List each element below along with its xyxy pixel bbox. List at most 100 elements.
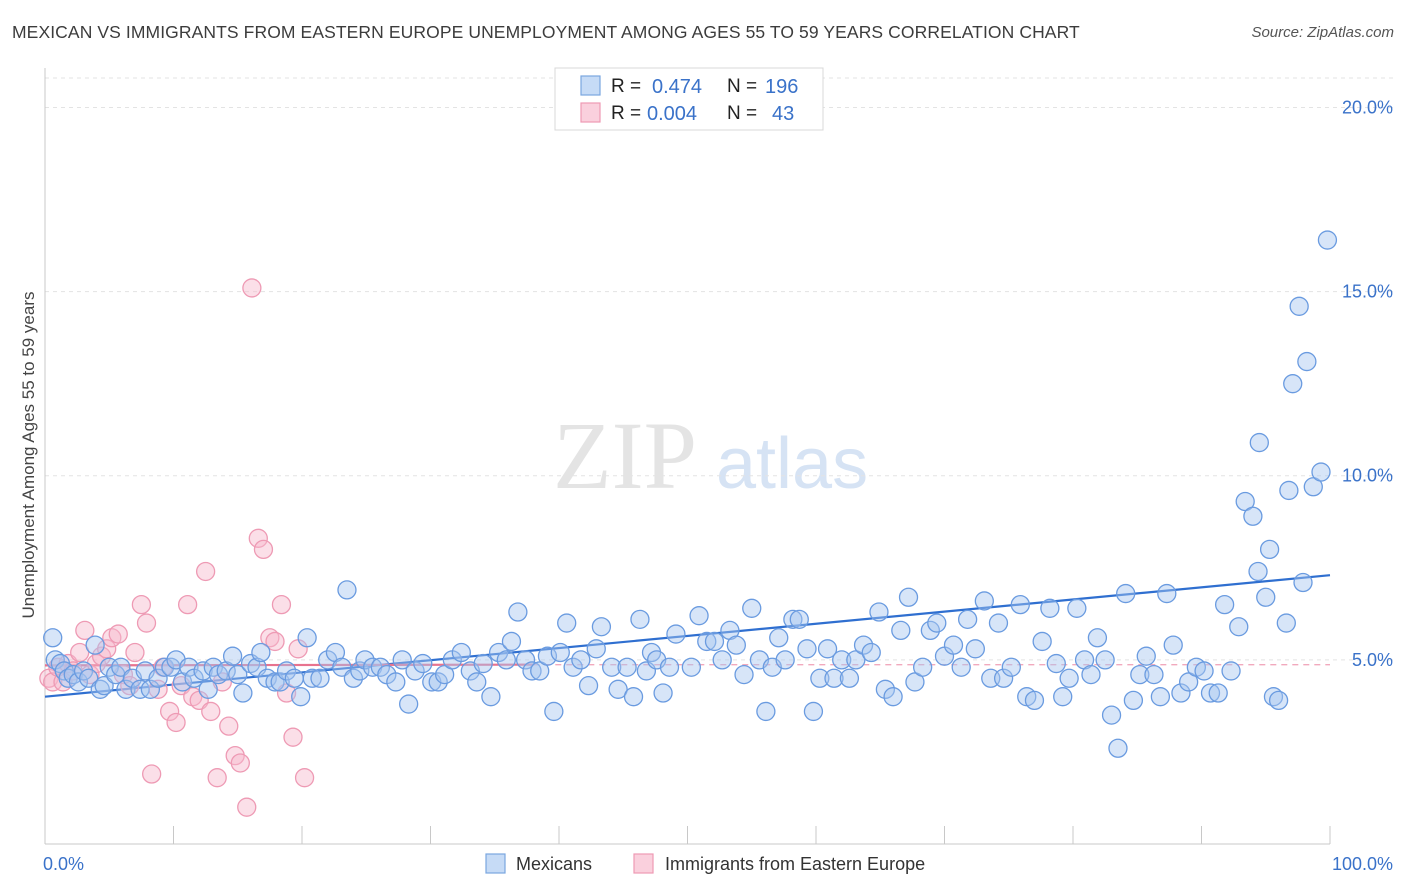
point-eastern-europe [131, 594, 152, 615]
point-mexicans [1293, 572, 1313, 593]
point-mexicans [1067, 598, 1087, 618]
point-eastern-europe [248, 528, 268, 548]
point-mexicans [1101, 705, 1122, 725]
point-mexicans [1221, 661, 1241, 681]
point-mexicans [1150, 687, 1171, 707]
x-tick-label: 0.0% [43, 854, 84, 874]
point-eastern-europe [237, 797, 257, 817]
y-axis-label: Unemployment Among Ages 55 to 59 years [19, 292, 38, 619]
point-mexicans [179, 657, 199, 677]
point-mexicans [297, 628, 317, 648]
point-mexicans [1136, 646, 1156, 666]
legend-swatch-eastern-europe [633, 853, 654, 874]
point-mexicans [1010, 594, 1030, 615]
point-mexicans [405, 661, 425, 681]
point-mexicans [591, 617, 612, 637]
point-mexicans [666, 624, 686, 644]
point-mexicans [58, 668, 78, 688]
point-mexicans [140, 679, 161, 699]
point-mexicans [488, 642, 509, 663]
point-eastern-europe [195, 561, 216, 582]
point-mexicans [832, 650, 852, 670]
point-mexicans [355, 650, 375, 670]
point-mexicans [1276, 613, 1296, 633]
point-mexicans [689, 606, 709, 626]
point-eastern-europe [271, 594, 292, 615]
point-eastern-europe [253, 539, 274, 560]
point-mexicans [1208, 683, 1228, 703]
point-mexicans [957, 609, 978, 630]
point-mexicans [586, 639, 606, 659]
point-mexicans [392, 650, 412, 670]
point-mexicans [817, 639, 838, 659]
point-mexicans [1229, 617, 1249, 637]
watermark-atlas: atlas [716, 424, 868, 504]
stats-n-value-2: 43 [772, 103, 794, 125]
point-mexicans [1243, 506, 1263, 526]
point-mexicans [563, 657, 583, 677]
y-tick-label: 15.0% [1342, 282, 1393, 302]
point-mexicans [965, 639, 985, 659]
point-mexicans [681, 657, 702, 677]
point-mexicans [839, 668, 860, 688]
point-mexicans [1248, 561, 1268, 582]
point-mexicans [1040, 598, 1060, 618]
point-mexicans [578, 675, 599, 696]
point-eastern-europe [142, 764, 162, 784]
point-mexicans [557, 613, 577, 633]
stats-box: R = 0.474 N = 196 R = 0.004 N = 43 [554, 67, 824, 131]
point-mexicans [869, 602, 889, 622]
point-mexicans [337, 580, 357, 600]
point-mexicans [712, 650, 732, 670]
point-mexicans [1163, 635, 1183, 655]
point-mexicans [1283, 374, 1303, 394]
point-mexicans [697, 631, 717, 652]
stats-r-value-1: 0.474 [652, 76, 702, 98]
point-mexicans [993, 668, 1014, 688]
point-mexicans [473, 653, 493, 674]
point-mexicans [451, 642, 471, 663]
point-mexicans [824, 668, 844, 688]
point-eastern-europe [136, 613, 157, 633]
point-mexicans [284, 668, 304, 688]
point-eastern-europe [159, 701, 180, 722]
point-mexicans [571, 650, 591, 670]
point-mexicans [508, 602, 528, 622]
point-mexicans [370, 657, 391, 677]
point-mexicans [1032, 631, 1052, 652]
point-mexicans [1116, 583, 1136, 604]
point-mexicans [1130, 664, 1150, 685]
point-mexicans [276, 661, 297, 681]
point-mexicans [810, 668, 830, 688]
point-mexicans [1171, 683, 1191, 703]
point-mexicans [1001, 657, 1021, 677]
point-mexicans [544, 701, 564, 722]
point-mexicans [630, 609, 650, 630]
point-mexicans [797, 639, 817, 659]
legend-swatch-mexicans [485, 853, 506, 874]
stats-r-label-2: R = [611, 103, 641, 124]
stats-n-label-1: N = [727, 76, 757, 97]
point-mexicans [148, 668, 168, 688]
point-mexicans [927, 613, 947, 633]
y-tick-labels: 5.0% 10.0% 15.0% 20.0% [1342, 97, 1393, 669]
point-mexicans [617, 657, 637, 677]
point-mexicans [1046, 653, 1066, 674]
point-mexicans [602, 657, 622, 677]
point-mexicans [515, 650, 536, 670]
point-mexicans [943, 635, 964, 655]
point-mexicans [659, 657, 680, 677]
point-mexicans [193, 661, 213, 681]
point-mexicans [883, 687, 903, 707]
point-mexicans [1024, 690, 1045, 711]
watermark-zip: ZIP [553, 402, 697, 509]
point-eastern-europe [207, 768, 227, 788]
point-mexicans [467, 672, 487, 692]
point-eastern-europe [97, 639, 117, 659]
point-mexicans [1297, 351, 1317, 372]
point-mexicans [1311, 462, 1331, 482]
point-mexicans [68, 672, 89, 692]
point-mexicans [898, 587, 919, 607]
point-eastern-europe [219, 716, 239, 736]
point-mexicans [116, 679, 136, 699]
